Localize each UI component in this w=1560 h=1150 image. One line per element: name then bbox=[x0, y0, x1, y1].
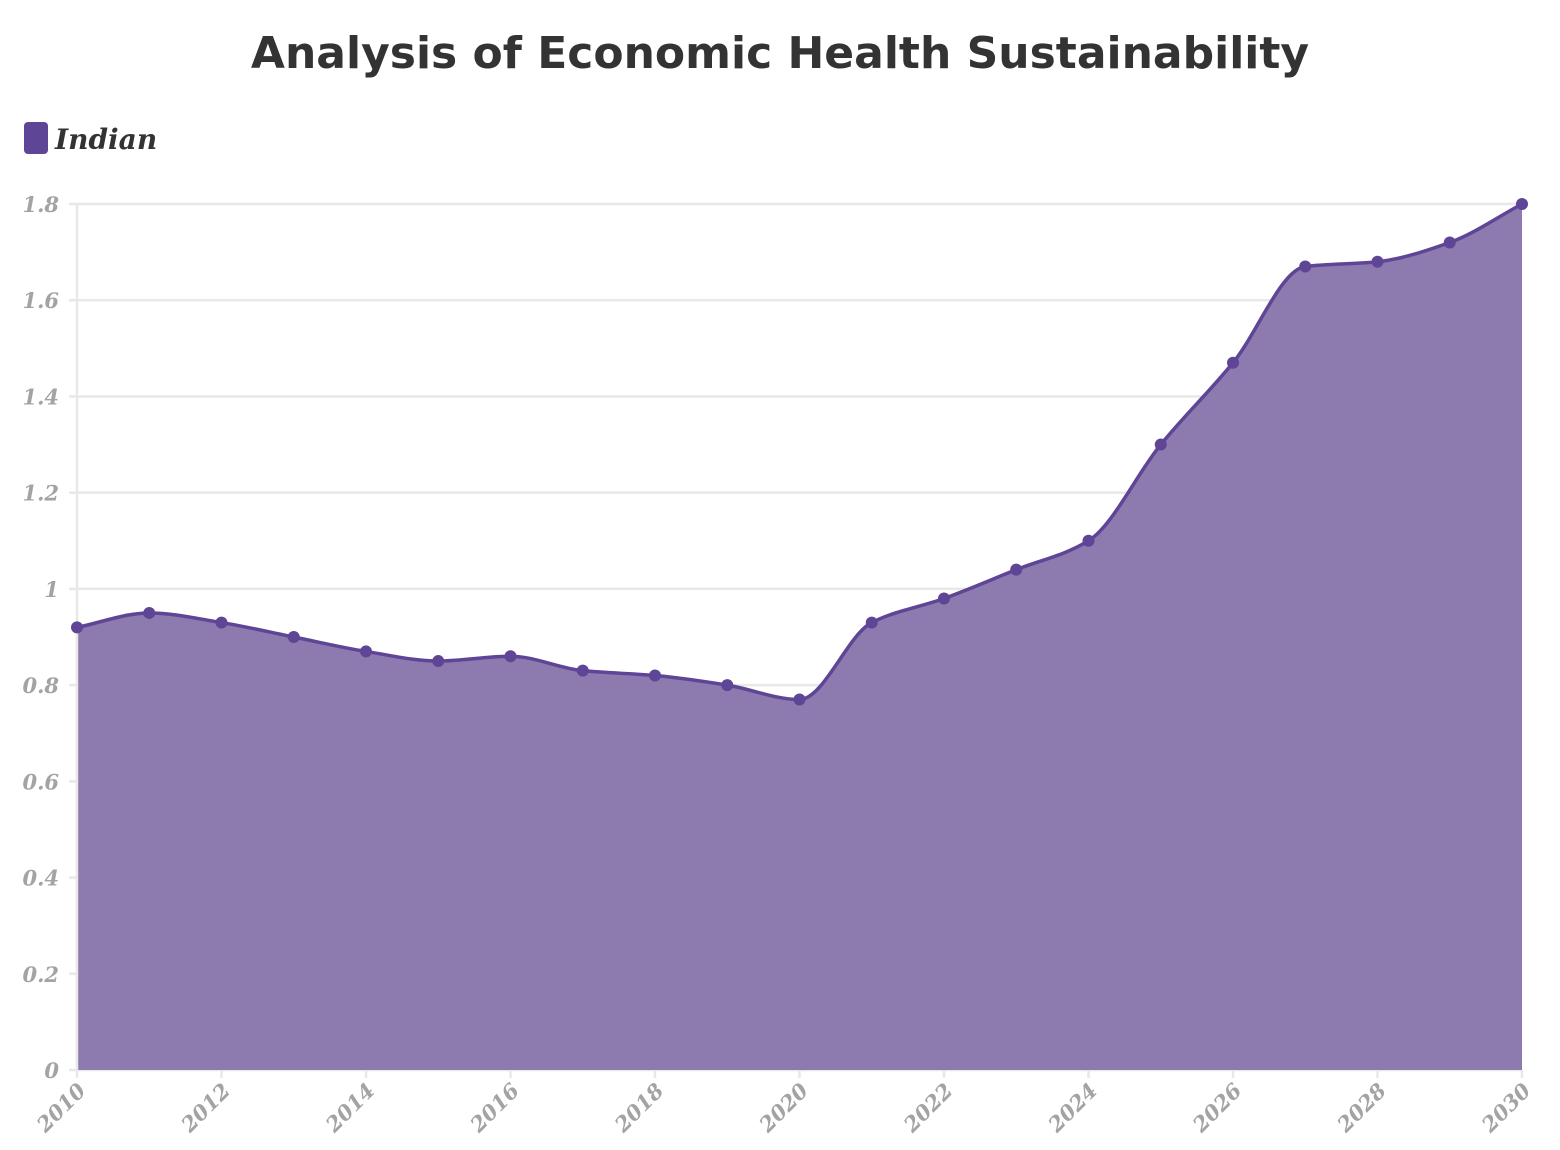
data-point[interactable] bbox=[938, 592, 950, 605]
y-tick-label: 0.6 bbox=[22, 769, 59, 794]
data-point[interactable] bbox=[1299, 260, 1312, 273]
y-tick-label: 0.2 bbox=[22, 962, 59, 987]
data-point[interactable] bbox=[1154, 438, 1167, 451]
data-point[interactable] bbox=[143, 606, 156, 619]
y-tick-label: 1.6 bbox=[22, 288, 59, 313]
data-point[interactable] bbox=[287, 631, 300, 643]
data-point[interactable] bbox=[71, 621, 83, 634]
y-tick-label: 1 bbox=[44, 577, 59, 602]
y-tick-label: 0.4 bbox=[22, 866, 59, 891]
x-tick-label: 2016 bbox=[464, 1078, 524, 1138]
data-point[interactable] bbox=[215, 616, 228, 629]
y-tick-label: 1.2 bbox=[22, 481, 59, 506]
y-tick-label: 1.8 bbox=[22, 192, 59, 217]
x-tick-label: 2026 bbox=[1187, 1078, 1247, 1138]
x-tick-label: 2012 bbox=[175, 1078, 235, 1138]
data-point[interactable] bbox=[1443, 236, 1456, 249]
data-point[interactable] bbox=[1371, 255, 1384, 268]
chart-title: Analysis of Economic Health Sustainabili… bbox=[251, 28, 1309, 79]
data-point[interactable] bbox=[1082, 534, 1095, 547]
y-tick-label: 0 bbox=[44, 1058, 59, 1083]
x-tick-label: 2022 bbox=[898, 1078, 958, 1138]
y-tick-label: 1.4 bbox=[22, 384, 59, 409]
data-point[interactable] bbox=[721, 679, 734, 692]
legend[interactable]: Indian bbox=[24, 122, 157, 156]
x-tick-label: 2028 bbox=[1331, 1078, 1391, 1138]
series-area-indian bbox=[77, 204, 1522, 1070]
legend-swatch-indian[interactable] bbox=[24, 122, 48, 154]
data-point[interactable] bbox=[793, 693, 806, 706]
x-tick-label: 2014 bbox=[320, 1078, 380, 1138]
data-points bbox=[71, 198, 1528, 706]
data-point[interactable] bbox=[865, 616, 878, 629]
data-point[interactable] bbox=[576, 664, 589, 677]
data-point[interactable] bbox=[504, 650, 517, 663]
data-point[interactable] bbox=[432, 655, 445, 668]
data-point[interactable] bbox=[1227, 356, 1239, 369]
x-tick-label: 2010 bbox=[31, 1078, 91, 1138]
plot-area bbox=[76, 202, 1523, 1070]
x-tick-label: 2018 bbox=[609, 1078, 669, 1138]
data-point[interactable] bbox=[649, 669, 661, 682]
series-line-indian bbox=[76, 202, 1523, 702]
x-tick-label: 2030 bbox=[1476, 1078, 1536, 1138]
data-point[interactable] bbox=[360, 645, 372, 658]
x-tick-label: 2020 bbox=[753, 1078, 813, 1138]
legend-label-indian[interactable]: Indian bbox=[54, 123, 157, 156]
x-tick-label: 2024 bbox=[1042, 1078, 1102, 1138]
data-point[interactable] bbox=[1010, 563, 1023, 576]
y-tick-label: 0.8 bbox=[22, 673, 59, 698]
data-point[interactable] bbox=[1516, 198, 1528, 210]
